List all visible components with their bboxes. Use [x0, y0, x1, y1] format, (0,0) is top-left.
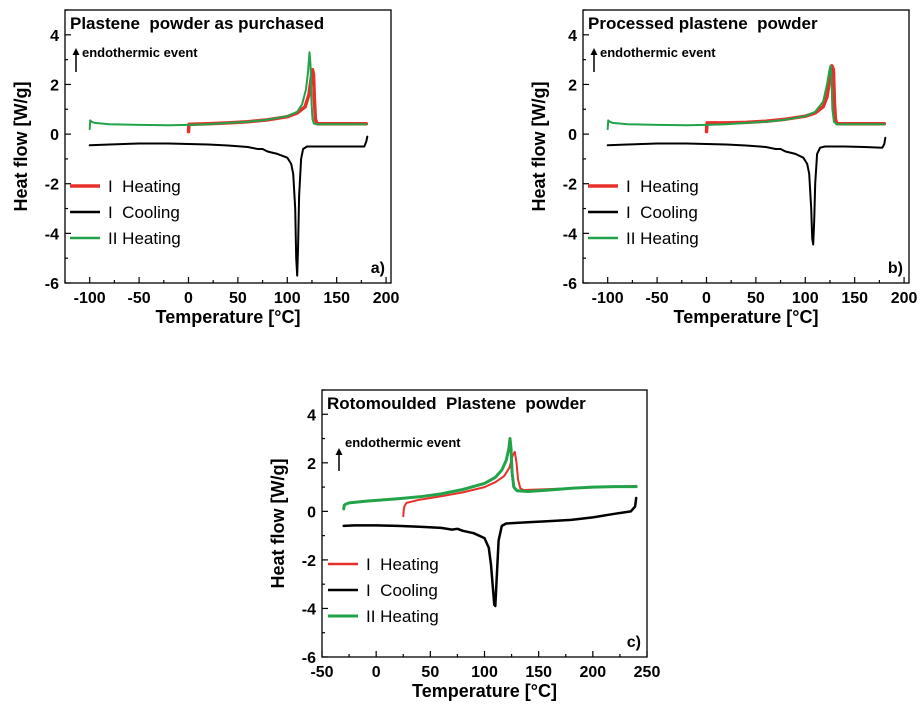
x-axis-title: Temperature [°C]: [156, 307, 301, 327]
legend-label: I Heating: [626, 177, 699, 196]
legend-label: I Cooling: [626, 203, 698, 222]
annotation-text: endothermic event: [345, 435, 461, 450]
y-tick-label: -6: [563, 276, 577, 293]
x-axis-title: Temperature [°C]: [412, 681, 557, 701]
annotation-text: endothermic event: [82, 45, 198, 60]
x-tick-label: 200: [891, 290, 918, 307]
y-tick-label: 4: [568, 28, 577, 45]
series-line: [342, 437, 638, 511]
legend-label: II Heating: [366, 607, 439, 626]
y-tick-label: 0: [307, 504, 316, 521]
x-axis-title: Temperature [°C]: [674, 307, 819, 327]
x-tick-label: 0: [184, 290, 193, 307]
panel-title: Processed plastene powder: [588, 14, 818, 33]
y-tick-label: -2: [563, 177, 577, 194]
x-tick-label: 100: [792, 290, 819, 307]
series-line: [88, 51, 368, 131]
legend-label: II Heating: [626, 229, 699, 248]
y-tick-label: 0: [568, 127, 577, 144]
series-line: [402, 450, 638, 518]
x-tick-label: -50: [128, 290, 151, 307]
x-tick-label: 0: [702, 290, 711, 307]
y-tick-label: -4: [563, 226, 577, 243]
y-tick-label: 2: [50, 77, 59, 94]
x-tick-label: -100: [74, 290, 106, 307]
series-line: [88, 135, 369, 277]
x-tick-label: 100: [274, 290, 301, 307]
x-tick-label: -50: [646, 290, 669, 307]
x-tick-label: 150: [323, 290, 350, 307]
x-tick-label: -100: [592, 290, 624, 307]
series-line: [704, 64, 887, 134]
x-tick-label: 50: [421, 664, 439, 681]
y-tick-label: 0: [50, 127, 59, 144]
y-tick-label: 4: [50, 28, 59, 45]
endothermic-arrow-head: [590, 48, 598, 55]
x-tick-label: 150: [841, 290, 868, 307]
y-tick-label: 4: [307, 407, 316, 424]
legend-label: I Heating: [108, 177, 181, 196]
legend-label: I Cooling: [366, 581, 438, 600]
x-tick-label: 150: [525, 664, 552, 681]
y-tick-label: -6: [45, 276, 59, 293]
panel-label: c): [627, 634, 641, 651]
x-tick-label: 200: [579, 664, 606, 681]
series-line: [186, 67, 369, 134]
legend-label: I Cooling: [108, 203, 180, 222]
y-tick-label: 2: [568, 77, 577, 94]
x-tick-label: 0: [372, 664, 381, 681]
plot-frame: [64, 9, 392, 284]
x-tick-label: 50: [747, 290, 765, 307]
panel-a: -100 -50 0 50 100 150 200 -6 -4 -2 0 2 4 Temperature …: [11, 9, 400, 327]
y-tick-label: -4: [45, 226, 59, 243]
x-tick-label: -50: [310, 664, 333, 681]
x-tick-label: 100: [471, 664, 498, 681]
x-tick-label: 50: [229, 290, 247, 307]
y-tick-label: -2: [302, 553, 316, 570]
y-tick-label: -6: [302, 650, 316, 667]
panel-b: -100 -50 0 50 100 150 200 -6 -4 -2 0 2 4 Temperature …: [529, 9, 918, 327]
endothermic-arrow-head: [335, 448, 343, 455]
series-line: [606, 136, 887, 246]
panel-title: Plastene powder as purchased: [70, 14, 324, 33]
legend-label: II Heating: [108, 229, 181, 248]
panel-label: a): [371, 260, 385, 277]
endothermic-arrow-head: [72, 48, 80, 55]
x-tick-label: 200: [373, 290, 400, 307]
panel-c: -50 0 50 100 150 200 250 -6 -4 -2 0 2 4 Temperature […: [268, 389, 661, 701]
y-axis-title: Heat flow [W/g]: [529, 82, 549, 212]
series-line: [342, 496, 638, 608]
plot-frame: [582, 9, 910, 284]
legend-label: I Heating: [366, 555, 439, 574]
panel-title: Rotomoulded Plastene powder: [327, 394, 586, 413]
y-tick-label: 2: [307, 456, 316, 473]
annotation-text: endothermic event: [600, 45, 716, 60]
y-axis-title: Heat flow [W/g]: [268, 459, 288, 589]
x-tick-label: 250: [634, 664, 661, 681]
series-line: [606, 64, 886, 131]
y-tick-label: -4: [302, 601, 316, 618]
y-axis-title: Heat flow [W/g]: [11, 82, 31, 212]
panel-label: b): [888, 260, 903, 277]
y-tick-label: -2: [45, 177, 59, 194]
